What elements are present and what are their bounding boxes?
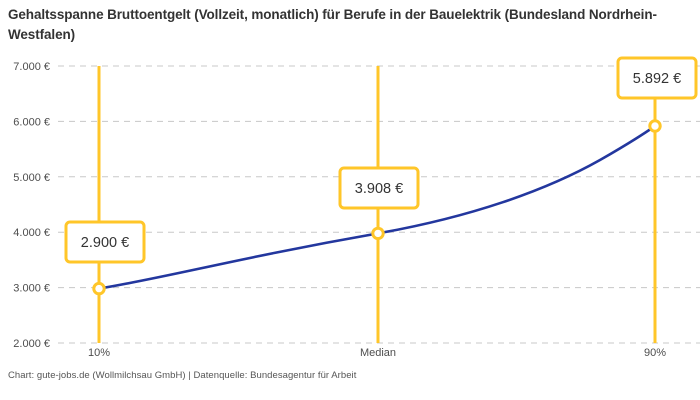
value-label-box [616,56,698,100]
value-label-median: 3.908 € [338,166,420,210]
marker-10-percent[interactable] [92,281,106,296]
value-label-box [64,220,146,264]
value-label-text: 5.892 € [633,71,681,87]
value-label-text: 3.908 € [355,181,403,197]
y-axis-ticks: 7.000 € 6.000 € 5.000 € 4.000 € 3.000 € … [13,61,50,350]
y-tick-5000: 5.000 € [13,172,50,184]
data-point-markers [92,119,662,296]
chart-plot-area: 7.000 € 6.000 € 5.000 € 4.000 € 3.000 € … [13,56,700,359]
value-label-box [338,166,420,210]
x-axis-ticks: 10% Median 90% [88,347,666,359]
y-tick-3000: 3.000 € [13,283,50,295]
y-tick-6000: 6.000 € [13,116,50,128]
chart-title: Gehaltsspanne Bruttoentgelt (Vollzeit, m… [8,7,657,42]
marker-90-percent[interactable] [648,119,662,133]
y-tick-7000: 7.000 € [13,61,50,73]
x-tick-10-percent: 10% [88,347,110,359]
x-tick-90-percent: 90% [644,347,666,359]
chart-source-footer: Chart: gute-jobs.de (Wollmilchsau GmbH) … [8,370,357,381]
y-tick-2000: 2.000 € [13,338,50,350]
x-tick-median: Median [360,347,396,359]
y-tick-4000: 4.000 € [13,227,50,239]
salary-line-series [97,124,657,290]
value-label-90-percent: 5.892 € [616,56,698,100]
value-label-10-percent: 2.900 € [64,220,146,264]
marker-median[interactable] [371,226,385,241]
value-label-text: 2.900 € [81,235,129,251]
